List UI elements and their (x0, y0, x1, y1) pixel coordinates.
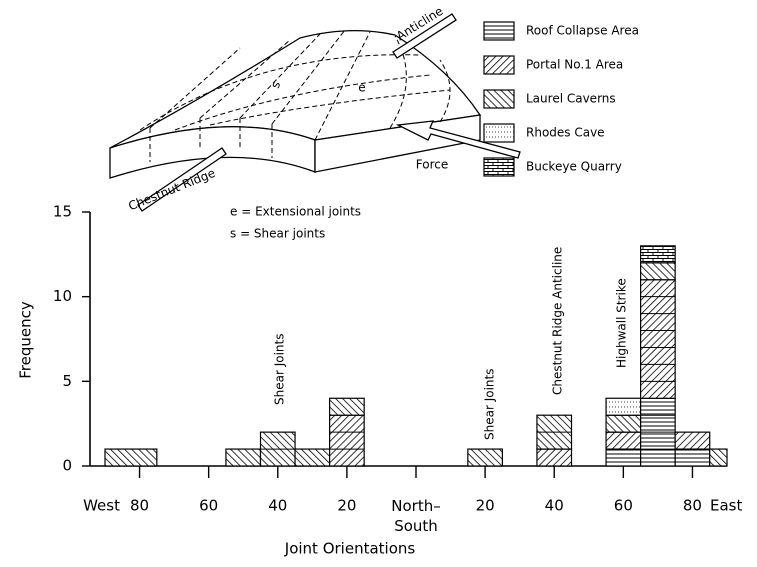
x-end-label: West (83, 497, 120, 515)
bar-segment (468, 449, 503, 466)
annotation: Shear Joints (483, 369, 497, 440)
y-tick-label: 0 (62, 457, 72, 475)
block-diagram: Anticline Chestnut Ridge Force s e (110, 4, 520, 213)
legend-swatch (484, 22, 514, 40)
chart: Anticline Chestnut Ridge Force s e e = E… (0, 0, 757, 567)
x-tick-label: 20 (476, 497, 495, 515)
legend-label: Portal No.1 Area (526, 58, 623, 72)
x-tick-label: 20 (337, 497, 356, 515)
bar-segment (641, 246, 676, 263)
x-tick-label: 40 (545, 497, 564, 515)
legend-label: Buckeye Quarry (526, 160, 622, 174)
x-tick-label: 80 (130, 497, 149, 515)
legend-swatch (484, 124, 514, 142)
diagram-label: Force (416, 158, 448, 172)
x-tick-label: 40 (268, 497, 287, 515)
bar-segment (105, 449, 157, 466)
bar-segment (606, 449, 641, 466)
x-end-label: East (710, 497, 742, 515)
legend-label: Rhodes Cave (526, 126, 605, 140)
bar-segment (710, 449, 727, 466)
key-text: e = Extensional joints (230, 205, 361, 219)
y-tick-label: 15 (53, 203, 72, 221)
key-text: s = Shear joints (230, 227, 325, 241)
bar-segment (537, 449, 572, 466)
y-tick-label: 10 (53, 287, 72, 305)
bar-segment (641, 263, 676, 280)
page: {"chart_data": { "type": "histogram", "x… (0, 0, 757, 567)
bar-segment (330, 415, 365, 466)
legend-label: Laurel Caverns (526, 92, 616, 106)
x-tick-label: North–South (391, 497, 440, 535)
diagram-label: e (358, 81, 365, 95)
x-tick-label: 60 (199, 497, 218, 515)
bar-segment (641, 280, 676, 399)
legend-label: Roof Collapse Area (526, 24, 639, 38)
bar-segment (675, 432, 710, 449)
bar-segment (675, 449, 710, 466)
x-tick-label: 60 (614, 497, 633, 515)
x-axis-label: Joint Orientations (284, 540, 416, 558)
diagram-label: Chestnut Ridge (126, 166, 217, 214)
bar-segment (606, 415, 641, 432)
annotation: Shear Joints (273, 334, 287, 405)
legend-swatch (484, 56, 514, 74)
bar-segment (226, 449, 261, 466)
x-tick-label: 80 (683, 497, 702, 515)
y-axis-label: Frequency (17, 301, 35, 379)
legend-swatch (484, 158, 514, 176)
bar-segment (606, 398, 641, 415)
legend-swatch (484, 90, 514, 108)
annotation: Chestnut Ridge Anticline (551, 247, 565, 395)
bar-segment (295, 449, 330, 466)
bar-segment (606, 432, 641, 449)
bar-segment (330, 398, 365, 415)
annotation: Highwall Strike (615, 278, 629, 368)
y-tick-label: 5 (62, 372, 72, 390)
